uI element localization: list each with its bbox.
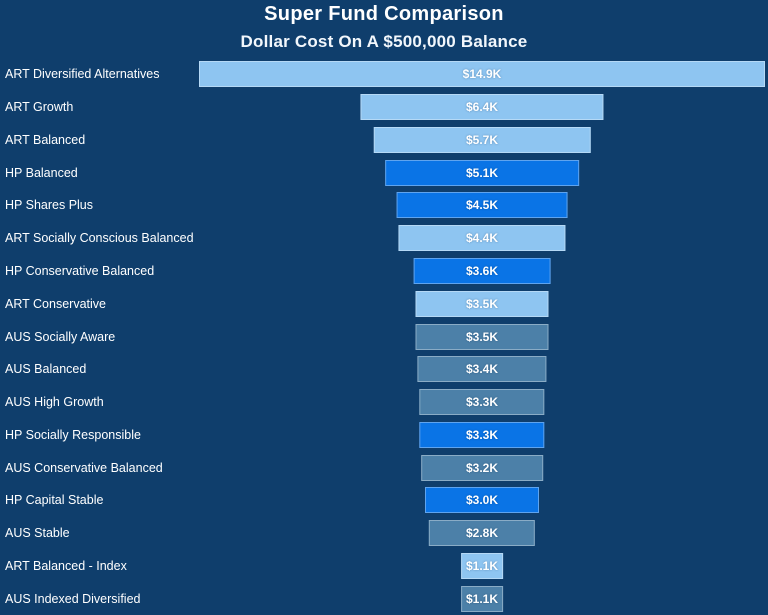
category-label: ART Conservative [5, 296, 106, 311]
bar-value-label: $3.5K [465, 329, 499, 344]
bar-value-label: $3.0K [465, 493, 499, 508]
category-label: ART Diversified Alternatives [5, 67, 160, 82]
category-label: ART Balanced [5, 132, 86, 147]
funnel-bar[interactable]: $3.2K [421, 454, 543, 481]
chart-row: AUS Stable $2.8K [0, 517, 768, 550]
category-label: ART Balanced - Index [5, 558, 127, 573]
funnel-bar[interactable]: $3.5K [415, 323, 549, 350]
bar-value-label: $3.2K [465, 460, 499, 475]
chart-row: HP Conservative Balanced $3.6K [0, 255, 768, 288]
chart-row: HP Shares Plus $4.5K [0, 189, 768, 222]
funnel-bar[interactable]: $5.7K [373, 126, 591, 153]
category-label: ART Growth [5, 100, 74, 115]
category-label: HP Balanced [5, 165, 78, 180]
bar-value-label: $14.9K [462, 67, 502, 82]
chart-row: HP Balanced $5.1K [0, 156, 768, 189]
category-label: HP Shares Plus [5, 198, 94, 213]
category-label: AUS Conservative Balanced [5, 460, 163, 475]
funnel-bar[interactable]: $3.3K [419, 389, 545, 416]
chart-row: HP Socially Responsible $3.3K [0, 418, 768, 451]
funnel-bar[interactable]: $3.5K [415, 290, 549, 317]
bar-value-label: $4.4K [465, 231, 499, 246]
bar-value-label: $1.1K [465, 591, 499, 606]
category-label: AUS Balanced [5, 362, 87, 377]
bar-value-label: $3.3K [465, 395, 499, 410]
bar-value-label: $1.1K [465, 558, 499, 573]
funnel-bar[interactable]: $4.5K [396, 192, 568, 219]
page-subtitle: Dollar Cost On A $500,000 Balance [240, 32, 528, 51]
bar-value-label: $6.4K [465, 100, 499, 115]
chart-row: AUS Socially Aware $3.5K [0, 320, 768, 353]
page-title: Super Fund Comparison [264, 3, 504, 25]
funnel-bar[interactable]: $14.9K [199, 61, 765, 88]
funnel-bar[interactable]: $6.4K [360, 94, 604, 121]
funnel-bar[interactable]: $1.1K [461, 585, 503, 612]
bar-value-label: $3.6K [465, 263, 499, 278]
funnel-bar[interactable]: $4.4K [398, 225, 566, 252]
category-label: HP Conservative Balanced [5, 263, 155, 278]
category-label: AUS Socially Aware [5, 329, 116, 344]
bar-value-label: $4.5K [465, 198, 499, 213]
chart-row: HP Capital Stable $3.0K [0, 484, 768, 517]
chart-rows: ART Diversified Alternatives $14.9K ART Gr… [0, 58, 768, 615]
funnel-bar[interactable]: $1.1K [461, 552, 503, 579]
bar-value-label: $5.1K [465, 165, 499, 180]
funnel-bar[interactable]: $5.1K [385, 159, 579, 186]
bar-value-label: $2.8K [465, 526, 499, 541]
chart-row: AUS Indexed Diversified $1.1K [0, 582, 768, 615]
chart-row: ART Growth $6.4K [0, 91, 768, 124]
bar-value-label: $3.5K [465, 296, 499, 311]
chart-row: AUS Balanced $3.4K [0, 353, 768, 386]
bar-value-label: $3.3K [465, 427, 499, 442]
category-label: ART Socially Conscious Balanced [5, 231, 194, 246]
chart-row: ART Conservative $3.5K [0, 287, 768, 320]
bar-value-label: $3.4K [465, 362, 499, 377]
chart-row: ART Socially Conscious Balanced $4.4K [0, 222, 768, 255]
chart-row: AUS High Growth $3.3K [0, 386, 768, 419]
chart-row: ART Balanced - Index $1.1K [0, 549, 768, 582]
category-label: AUS High Growth [5, 395, 104, 410]
bar-value-label: $5.7K [465, 132, 499, 147]
category-label: HP Capital Stable [5, 493, 104, 508]
funnel-bar[interactable]: $3.3K [419, 421, 545, 448]
category-label: AUS Stable [5, 526, 70, 541]
chart-row: ART Diversified Alternatives $14.9K [0, 58, 768, 91]
funnel-bar[interactable]: $3.6K [413, 257, 551, 284]
chart-row: ART Balanced $5.7K [0, 124, 768, 157]
category-label: AUS Indexed Diversified [5, 591, 141, 606]
category-label: HP Socially Responsible [5, 427, 141, 442]
chart-row: AUS Conservative Balanced $3.2K [0, 451, 768, 484]
funnel-bar[interactable]: $3.0K [425, 487, 539, 514]
funnel-bar[interactable]: $3.4K [417, 356, 547, 383]
funnel-bar[interactable]: $2.8K [428, 520, 536, 547]
